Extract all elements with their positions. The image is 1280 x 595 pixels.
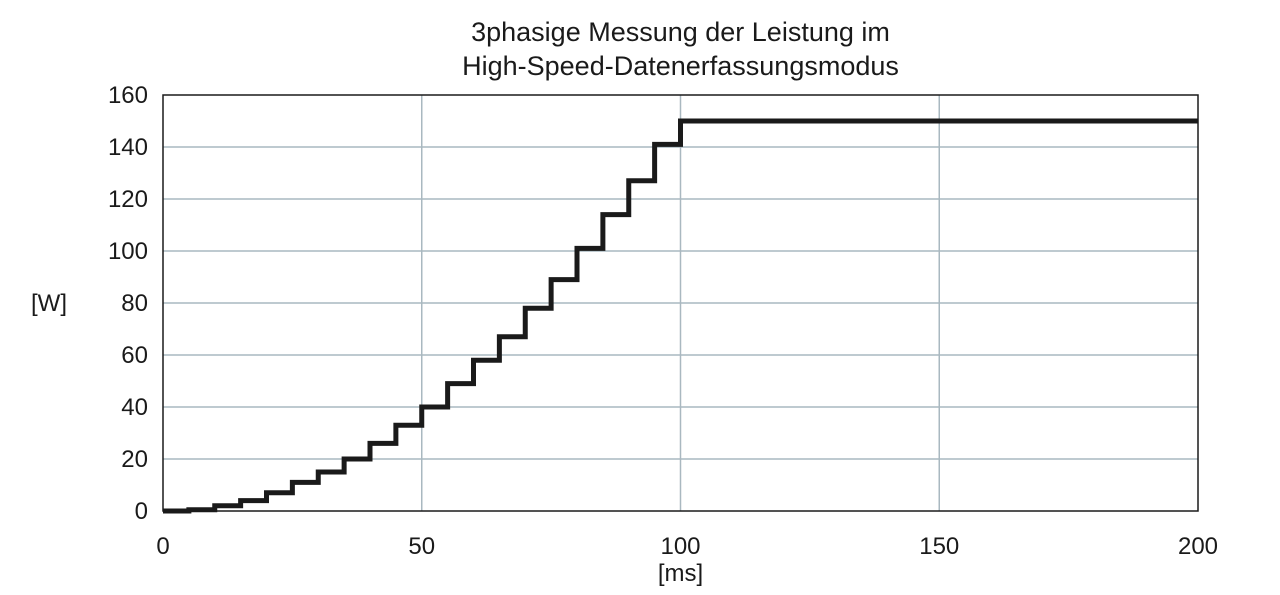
x-axis-label: [ms]	[658, 560, 703, 587]
y-tick-label: 20	[121, 446, 148, 473]
x-tick-label: 0	[156, 533, 169, 560]
chart-title-line-2: High-Speed-Datenerfassungsmodus	[462, 51, 899, 81]
y-tick-label: 80	[121, 290, 148, 317]
x-tick-label: 200	[1178, 533, 1218, 560]
y-tick-label: 100	[108, 238, 148, 265]
y-tick-label: 120	[108, 186, 148, 213]
x-tick-label: 150	[919, 533, 959, 560]
y-tick-label: 160	[108, 82, 148, 109]
y-tick-label: 140	[108, 134, 148, 161]
grid-lines	[163, 95, 1198, 511]
chart-title-line-1: 3phasige Messung der Leistung im	[471, 17, 890, 47]
y-tick-label: 40	[121, 394, 148, 421]
x-tick-label: 50	[408, 533, 435, 560]
y-axis-ticks: 0 20 40 60 80 100 120 140 160	[108, 82, 148, 525]
power-series-line	[163, 118, 1198, 514]
plot-frame	[162, 94, 1199, 512]
x-tick-label: 100	[660, 533, 700, 560]
y-tick-label: 0	[135, 498, 148, 525]
x-axis-ticks: 0 50 100 150 200	[156, 533, 1218, 560]
y-tick-label: 60	[121, 342, 148, 369]
y-axis-label: [W]	[31, 290, 67, 317]
